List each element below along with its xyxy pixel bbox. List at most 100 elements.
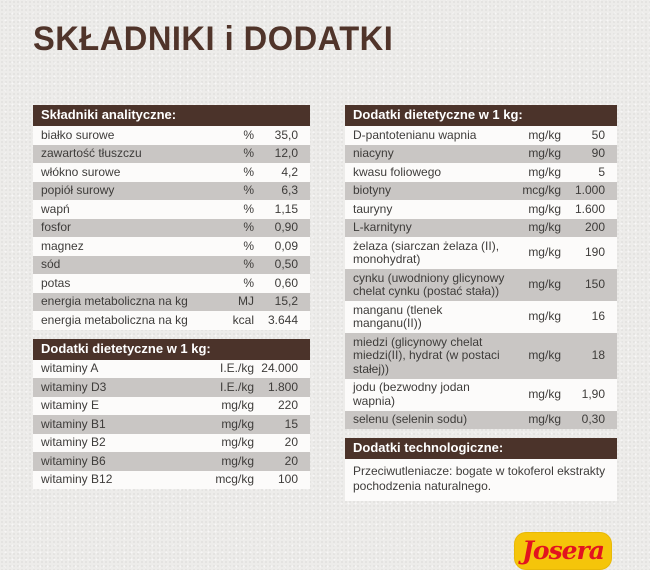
table-row: wapń% 1,15 — [33, 200, 310, 219]
table-body: D-pantotenianu wapnia mg/kg 50 niacyny mg/kg… — [345, 126, 617, 429]
table-row: witaminy B2 mg/kg 20 — [33, 433, 310, 452]
table-row: manganu (tlenek manganu(II)) mg/kg 16 — [345, 301, 617, 333]
table-row: witaminy B6 mg/kg 20 — [33, 452, 310, 471]
row-unit: mg/kg — [528, 245, 561, 260]
row-unit: mg/kg — [528, 412, 561, 426]
table-row: sód% 0,50 — [33, 255, 310, 274]
table-row: witaminy B1 mg/kg 15 — [33, 415, 310, 434]
row-unit: I.E./kg — [219, 379, 254, 394]
row-unit: I.E./kg — [219, 361, 254, 375]
row-label: witaminy B12 — [41, 472, 113, 486]
row-label: białko surowe — [41, 127, 115, 142]
row-label: zawartość tłuszczu — [41, 146, 142, 160]
row-unit: % — [243, 127, 254, 142]
row-unit: mg/kg — [221, 416, 254, 431]
table-header: Składniki analityczne: — [33, 105, 310, 126]
row-value: 90 — [591, 146, 605, 160]
table-header: Dodatki technologiczne: — [345, 438, 617, 459]
row-label: kwasu foliowego — [353, 164, 442, 179]
row-label: witaminy B1 — [41, 416, 106, 431]
table-row: fosfor% 0,90 — [33, 218, 310, 237]
row-value: 0,60 — [274, 275, 298, 290]
table-body: witaminy A I.E./kg 24.000 witaminy D3 I.E./k… — [33, 359, 310, 489]
row-label: żelaza (siarczan żelaza (II), monohydrat… — [353, 238, 500, 266]
row-unit: mg/kg — [528, 146, 561, 160]
table-row: cynku (uwodniony glicynowy chelat cynku … — [345, 269, 617, 301]
row-unit: MJ — [238, 294, 254, 308]
table-row: selenu (selenin sodu) mg/kg 0,30 — [345, 410, 617, 429]
row-unit: mcg/kg — [215, 472, 254, 486]
row-label: witaminy B2 — [41, 435, 106, 449]
table-row: jodu (bezwodny jodan wapnia) mg/kg 1,90 — [345, 378, 617, 411]
row-unit: mg/kg — [528, 164, 561, 179]
row-value: 1,15 — [274, 201, 298, 216]
row-unit: mg/kg — [528, 309, 561, 324]
row-value: 24.000 — [261, 361, 298, 375]
table-row: niacyny mg/kg 90 — [345, 144, 617, 163]
table-row: zawartość tłuszczu% 12,0 — [33, 144, 310, 163]
table-row: D-pantotenianu wapnia mg/kg 50 — [345, 126, 617, 145]
dietary-additives-right-table: Dodatki dietetyczne w 1 kg: D-pantotenia… — [345, 105, 617, 429]
row-unit: mg/kg — [528, 348, 561, 362]
table-row: energia metaboliczna na kg MJ 15,2 — [33, 292, 310, 311]
row-value: 35,0 — [274, 127, 298, 142]
row-unit: % — [243, 238, 254, 253]
row-unit: mg/kg — [528, 386, 561, 401]
row-value: 20 — [284, 435, 298, 449]
row-unit: % — [243, 164, 254, 179]
row-label: niacyny — [353, 146, 394, 160]
table-row: witaminy A I.E./kg 24.000 — [33, 359, 310, 378]
row-value: 15 — [284, 416, 298, 431]
row-label: fosfor — [41, 220, 72, 234]
table-row: popiół surowy% 6,3 — [33, 181, 310, 200]
row-value: 0,90 — [274, 220, 298, 234]
row-value: 220 — [277, 398, 298, 412]
row-label: miedzi (glicynowy chelat miedzi(II), hyd… — [353, 334, 500, 376]
row-label: witaminy B6 — [41, 453, 106, 468]
row-value: 4,2 — [281, 164, 298, 179]
row-unit: mg/kg — [528, 201, 561, 216]
technological-additives-section: Dodatki technologiczne: Przeciwutleniacz… — [345, 438, 617, 501]
row-unit: mg/kg — [528, 220, 561, 234]
row-unit: mg/kg — [528, 277, 561, 292]
row-unit: kcal — [232, 312, 254, 327]
table-row: potas% 0,60 — [33, 274, 310, 293]
row-value: 100 — [277, 472, 298, 486]
row-label: witaminy E — [41, 398, 100, 412]
row-value: 18 — [591, 348, 605, 362]
table-row: żelaza (siarczan żelaza (II), monohydrat… — [345, 237, 617, 269]
table-row: witaminy B12 mcg/kg 100 — [33, 470, 310, 489]
row-value: 150 — [584, 277, 605, 292]
row-label: potas — [41, 275, 71, 290]
table-header: Dodatki dietetyczne w 1 kg: — [33, 338, 310, 360]
row-value: 50 — [591, 127, 605, 142]
row-label: biotyny — [353, 183, 392, 197]
table-row: magnez% 0,09 — [33, 237, 310, 256]
row-value: 15,2 — [274, 294, 298, 308]
row-unit: % — [243, 275, 254, 290]
left-column: Składniki analityczne: białko surowe% 35,… — [33, 105, 310, 498]
row-label: jodu (bezwodny jodan wapnia) — [353, 380, 470, 408]
table-row: kwasu foliowego mg/kg 5 — [345, 163, 617, 182]
content-columns: Składniki analityczne: białko surowe% 35,… — [33, 105, 617, 570]
row-label: włókno surowe — [41, 164, 121, 179]
row-unit: mg/kg — [221, 435, 254, 449]
table-row: biotyny mcg/kg 1.000 — [345, 181, 617, 200]
row-value: 3.644 — [267, 312, 298, 327]
row-unit: % — [243, 146, 254, 160]
table-row: energia metaboliczna na kg kcal 3.644 — [33, 311, 310, 330]
row-label: witaminy D3 — [41, 379, 107, 394]
josera-logo-text: Josera — [522, 535, 605, 565]
row-label: magnez — [41, 238, 84, 253]
row-value: 0,50 — [274, 257, 298, 271]
row-label: manganu (tlenek manganu(II)) — [353, 302, 443, 330]
dietary-additives-left-table: Dodatki dietetyczne w 1 kg: witaminy A I.… — [33, 338, 310, 489]
table-header: Dodatki dietetyczne w 1 kg: — [345, 105, 617, 126]
row-unit: % — [243, 201, 254, 216]
row-value: 5 — [598, 164, 605, 179]
row-label: witaminy A — [41, 361, 99, 375]
table-row: włókno surowe% 4,2 — [33, 163, 310, 182]
row-label: sód — [41, 257, 61, 271]
row-value: 0,09 — [274, 238, 298, 253]
row-unit: % — [243, 257, 254, 271]
